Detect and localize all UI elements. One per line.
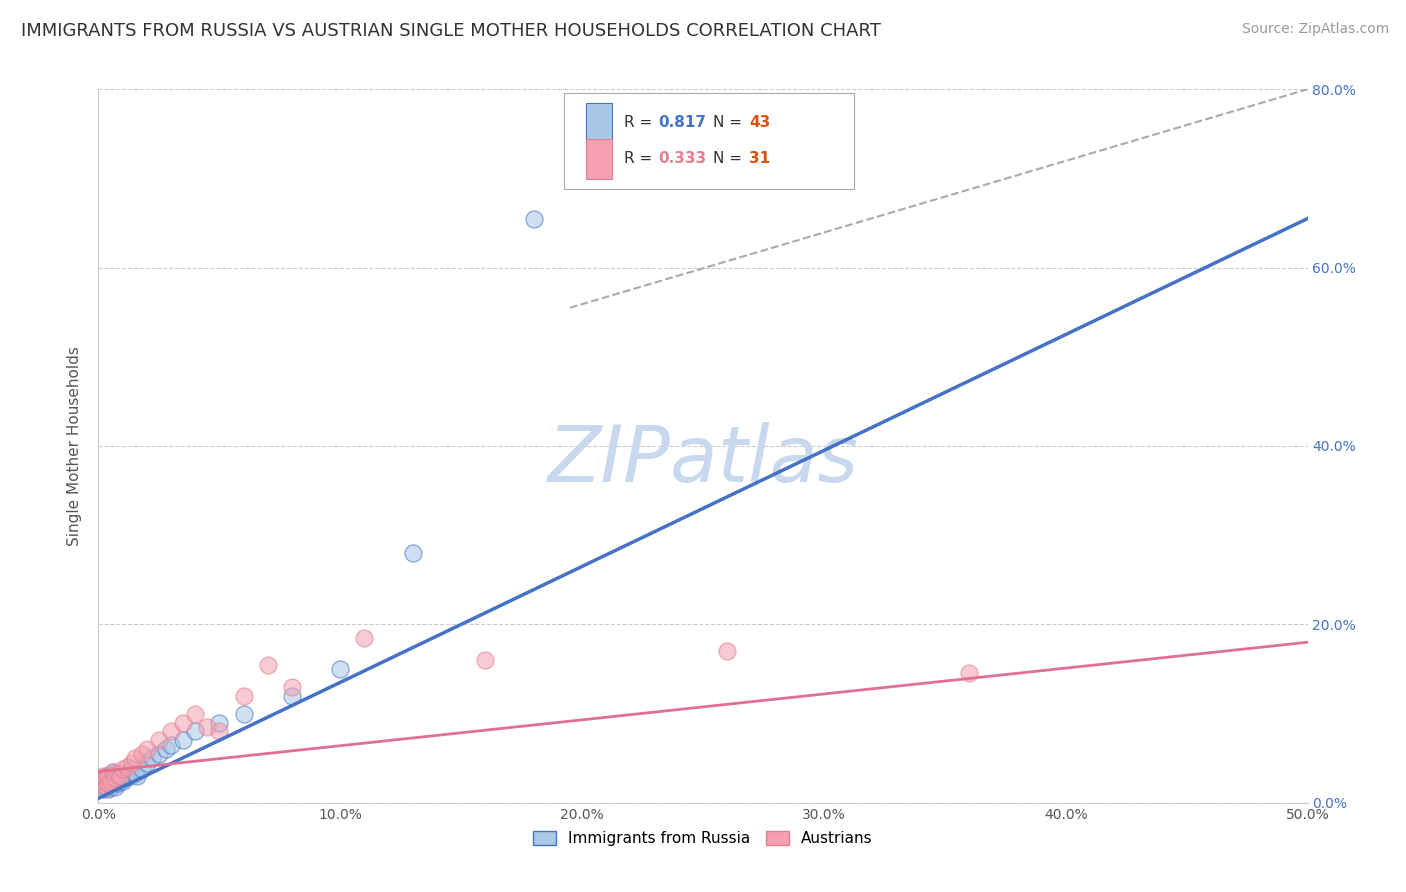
Point xyxy=(402,546,425,560)
Point xyxy=(94,780,117,794)
Point xyxy=(117,764,139,779)
Point xyxy=(104,767,127,781)
Text: 43: 43 xyxy=(749,115,770,130)
Point xyxy=(160,724,183,739)
Point xyxy=(474,653,496,667)
Point xyxy=(172,715,194,730)
Text: 0.333: 0.333 xyxy=(658,152,706,167)
Point xyxy=(172,733,194,747)
Point xyxy=(135,742,157,756)
Point xyxy=(957,666,980,681)
Text: R =: R = xyxy=(624,152,658,167)
Point xyxy=(94,771,117,785)
FancyBboxPatch shape xyxy=(586,103,613,143)
Point xyxy=(108,773,131,788)
Point xyxy=(523,211,546,226)
Point xyxy=(97,776,120,790)
Point xyxy=(114,771,136,785)
Point xyxy=(94,776,117,790)
Point xyxy=(101,778,124,792)
Point xyxy=(281,680,304,694)
Point xyxy=(94,780,117,794)
Point xyxy=(184,724,207,739)
Legend: Immigrants from Russia, Austrians: Immigrants from Russia, Austrians xyxy=(527,825,879,852)
Text: N =: N = xyxy=(713,152,747,167)
Point xyxy=(281,689,304,703)
Point xyxy=(148,747,170,761)
Point xyxy=(90,778,112,792)
FancyBboxPatch shape xyxy=(586,139,613,178)
Point xyxy=(117,760,139,774)
Point xyxy=(160,738,183,752)
Point xyxy=(91,773,114,788)
Point xyxy=(232,706,254,721)
Text: Source: ZipAtlas.com: Source: ZipAtlas.com xyxy=(1241,22,1389,37)
Point xyxy=(97,782,120,797)
Point xyxy=(100,780,122,794)
Point xyxy=(101,764,124,779)
Point xyxy=(124,751,146,765)
Point xyxy=(208,724,231,739)
Point xyxy=(141,751,163,765)
Text: N =: N = xyxy=(713,115,747,130)
Point xyxy=(111,773,134,788)
Point xyxy=(94,769,117,783)
Text: 0.817: 0.817 xyxy=(658,115,706,130)
Point xyxy=(91,769,114,783)
Point xyxy=(131,762,153,776)
Point xyxy=(111,769,134,783)
Point xyxy=(329,662,352,676)
Point xyxy=(256,657,278,672)
Point xyxy=(124,767,146,781)
Point xyxy=(91,782,114,797)
Point xyxy=(100,773,122,788)
Point xyxy=(232,689,254,703)
Text: 31: 31 xyxy=(749,152,770,167)
Point xyxy=(353,631,375,645)
Point xyxy=(121,762,143,776)
Point xyxy=(184,706,207,721)
Point xyxy=(108,769,131,783)
Point xyxy=(131,747,153,761)
Point xyxy=(100,769,122,783)
Y-axis label: Single Mother Households: Single Mother Households xyxy=(67,346,83,546)
Text: ZIPatlas: ZIPatlas xyxy=(547,422,859,499)
Point xyxy=(108,769,131,783)
Point xyxy=(135,756,157,770)
FancyBboxPatch shape xyxy=(564,93,855,189)
Point xyxy=(101,771,124,785)
Point xyxy=(104,771,127,785)
Text: IMMIGRANTS FROM RUSSIA VS AUSTRIAN SINGLE MOTHER HOUSEHOLDS CORRELATION CHART: IMMIGRANTS FROM RUSSIA VS AUSTRIAN SINGL… xyxy=(21,22,882,40)
Point xyxy=(127,769,149,783)
Point xyxy=(121,756,143,770)
Point xyxy=(97,773,120,788)
Point xyxy=(107,776,129,790)
Point xyxy=(208,715,231,730)
Text: R =: R = xyxy=(624,115,658,130)
Point xyxy=(716,644,738,658)
Point xyxy=(104,773,127,788)
Point xyxy=(97,769,120,783)
Point xyxy=(100,776,122,790)
Point xyxy=(155,742,177,756)
Point xyxy=(111,762,134,776)
Point xyxy=(107,771,129,785)
Point xyxy=(195,720,218,734)
Point xyxy=(118,769,141,783)
Point xyxy=(104,780,127,794)
Point xyxy=(101,764,124,779)
Point xyxy=(148,733,170,747)
Point xyxy=(107,767,129,781)
Point xyxy=(91,773,114,788)
Point xyxy=(90,778,112,792)
